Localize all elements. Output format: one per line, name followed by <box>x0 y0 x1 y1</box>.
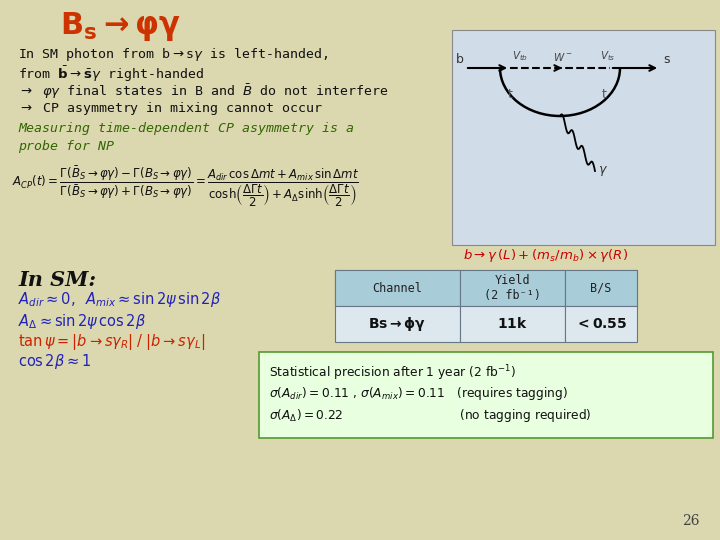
Text: $V_{tb}$: $V_{tb}$ <box>512 49 528 63</box>
Text: $\rightarrow$ CP asymmetry in mixing cannot occur: $\rightarrow$ CP asymmetry in mixing can… <box>18 100 323 117</box>
Text: $\mathbf{11k}$: $\mathbf{11k}$ <box>497 316 528 332</box>
Text: t: t <box>508 88 513 101</box>
Text: $V_{ts}$: $V_{ts}$ <box>600 49 616 63</box>
Text: s: s <box>663 53 670 66</box>
Text: probe for NP: probe for NP <box>18 140 114 153</box>
FancyBboxPatch shape <box>460 270 565 306</box>
Text: 26: 26 <box>683 514 700 528</box>
Text: $\cos 2\beta \approx 1$: $\cos 2\beta \approx 1$ <box>18 352 91 371</box>
FancyBboxPatch shape <box>460 306 565 342</box>
Text: $\tan\psi = |b{\rightarrow}s\gamma_R|\;/\;|b{\rightarrow}s\gamma_L|$: $\tan\psi = |b{\rightarrow}s\gamma_R|\;/… <box>18 332 205 352</box>
Text: B/S: B/S <box>590 281 612 294</box>
FancyBboxPatch shape <box>452 30 715 245</box>
Text: $\mathbf{<0.55}$: $\mathbf{<0.55}$ <box>575 317 627 331</box>
Text: $b \rightarrow \gamma\,(L) + (m_s/m_b)\times\gamma(R)$: $b \rightarrow \gamma\,(L) + (m_s/m_b)\t… <box>463 247 628 264</box>
FancyBboxPatch shape <box>335 270 637 306</box>
Text: Statistical precision after 1 year (2 fb$^{-1}$): Statistical precision after 1 year (2 fb… <box>269 363 516 383</box>
Text: b: b <box>456 53 464 66</box>
FancyBboxPatch shape <box>335 270 460 306</box>
Text: Yield
(2 fb⁻¹): Yield (2 fb⁻¹) <box>484 274 541 302</box>
Text: In SM:: In SM: <box>18 270 96 290</box>
Text: $\sigma(A_\Delta) = 0.22$                              (no tagging required): $\sigma(A_\Delta) = 0.22$ (no tagging re… <box>269 407 592 424</box>
Text: $\rightarrow$ $\varphi\gamma$ final states in B and $\bar{B}$ do not interfere: $\rightarrow$ $\varphi\gamma$ final stat… <box>18 82 388 100</box>
Text: $\gamma$: $\gamma$ <box>598 164 608 178</box>
Text: Measuring time-dependent CP asymmetry is a: Measuring time-dependent CP asymmetry is… <box>18 122 354 135</box>
FancyBboxPatch shape <box>259 352 713 438</box>
Text: $A_\Delta \approx \sin 2\psi\,\cos 2\beta$: $A_\Delta \approx \sin 2\psi\,\cos 2\bet… <box>18 312 146 331</box>
Text: Channel: Channel <box>372 281 423 294</box>
FancyBboxPatch shape <box>565 306 637 342</box>
Text: $\mathbf{Bs{\rightarrow}\phi\gamma}$: $\mathbf{Bs{\rightarrow}\phi\gamma}$ <box>369 315 426 333</box>
Text: t: t <box>602 88 607 101</box>
Text: $A_{dir} \approx 0,\;\;A_{mix} \approx \sin 2\psi\,\sin 2\beta$: $A_{dir} \approx 0,\;\;A_{mix} \approx \… <box>18 290 221 309</box>
FancyBboxPatch shape <box>565 270 637 306</box>
Text: In SM photon from b$\rightarrow$s$\gamma$ is left-handed,: In SM photon from b$\rightarrow$s$\gamma… <box>18 46 328 63</box>
Text: $A_{CP}(t) = \dfrac{\Gamma(\bar{B}_S \rightarrow \varphi\gamma)-\Gamma(B_S \righ: $A_{CP}(t) = \dfrac{\Gamma(\bar{B}_S \ri… <box>12 165 359 209</box>
Text: $\sigma(A_{dir}) = 0.11$ , $\sigma(A_{mix}) = 0.11$   (requires tagging): $\sigma(A_{dir}) = 0.11$ , $\sigma(A_{mi… <box>269 385 568 402</box>
Text: $W^-$: $W^-$ <box>553 51 573 63</box>
FancyBboxPatch shape <box>335 306 460 342</box>
Text: $\mathbf{B_s}$$\mathbf{\rightarrow\varphi\gamma}$: $\mathbf{B_s}$$\mathbf{\rightarrow\varph… <box>60 10 181 43</box>
Text: from $\bar{\mathbf{b}}$$\rightarrow$$\bar{\mathbf{s}}\gamma$ right-handed: from $\bar{\mathbf{b}}$$\rightarrow$$\ba… <box>18 64 204 84</box>
